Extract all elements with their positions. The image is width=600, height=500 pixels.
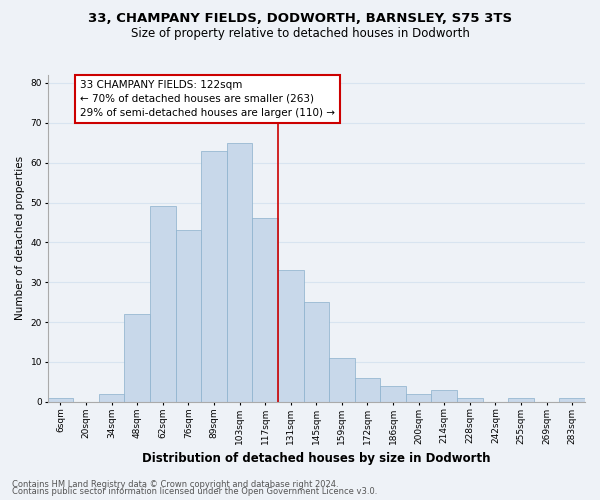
Bar: [124, 314, 150, 402]
Bar: [150, 206, 176, 402]
Bar: [278, 270, 304, 402]
Bar: [201, 150, 227, 402]
Text: Contains HM Land Registry data © Crown copyright and database right 2024.: Contains HM Land Registry data © Crown c…: [12, 480, 338, 489]
Bar: [99, 394, 124, 402]
Bar: [227, 142, 253, 402]
Bar: [355, 378, 380, 402]
Bar: [329, 358, 355, 402]
Bar: [380, 386, 406, 402]
Bar: [253, 218, 278, 402]
Bar: [176, 230, 201, 402]
Bar: [457, 398, 482, 402]
X-axis label: Distribution of detached houses by size in Dodworth: Distribution of detached houses by size …: [142, 452, 491, 465]
Text: Contains public sector information licensed under the Open Government Licence v3: Contains public sector information licen…: [12, 488, 377, 496]
Bar: [508, 398, 534, 402]
Bar: [304, 302, 329, 402]
Y-axis label: Number of detached properties: Number of detached properties: [15, 156, 25, 320]
Bar: [47, 398, 73, 402]
Bar: [431, 390, 457, 402]
Text: 33 CHAMPANY FIELDS: 122sqm
← 70% of detached houses are smaller (263)
29% of sem: 33 CHAMPANY FIELDS: 122sqm ← 70% of deta…: [80, 80, 335, 118]
Bar: [406, 394, 431, 402]
Bar: [559, 398, 585, 402]
Text: 33, CHAMPANY FIELDS, DODWORTH, BARNSLEY, S75 3TS: 33, CHAMPANY FIELDS, DODWORTH, BARNSLEY,…: [88, 12, 512, 26]
Text: Size of property relative to detached houses in Dodworth: Size of property relative to detached ho…: [131, 28, 469, 40]
